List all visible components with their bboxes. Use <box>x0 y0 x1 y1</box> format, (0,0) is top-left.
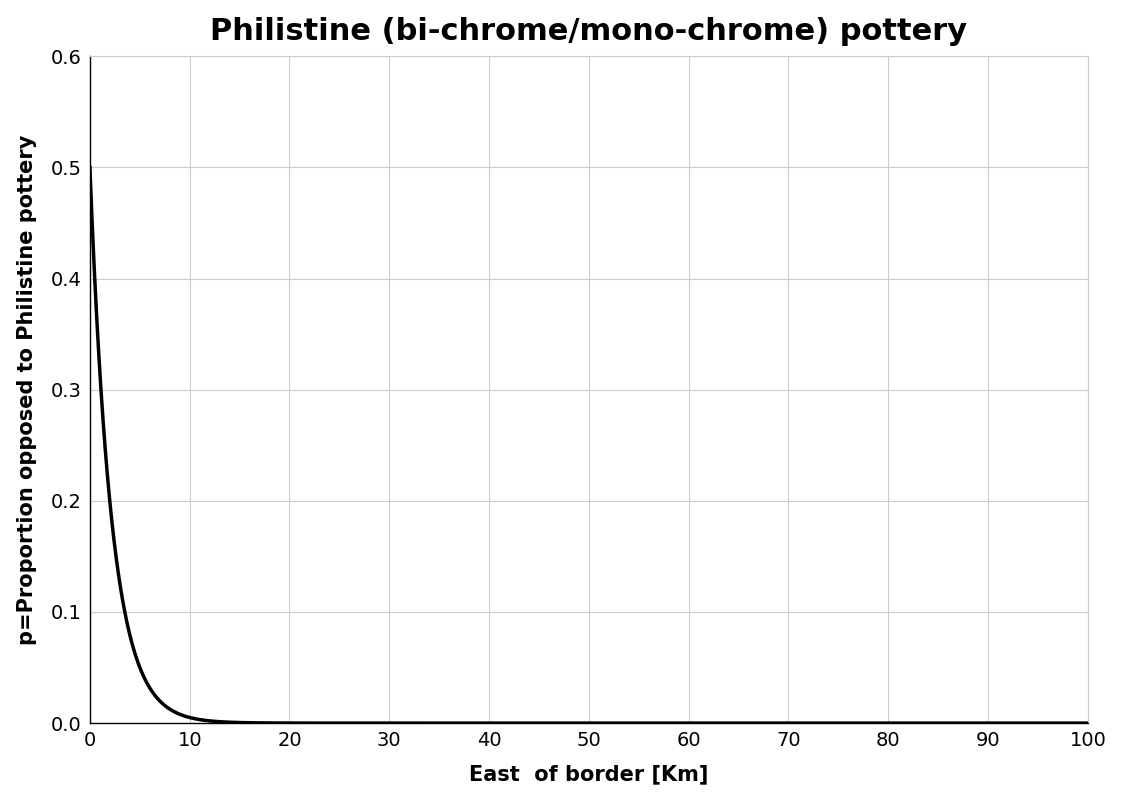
X-axis label: East  of border [Km]: East of border [Km] <box>469 764 709 784</box>
Title: Philistine (bi-chrome/mono-chrome) pottery: Philistine (bi-chrome/mono-chrome) potte… <box>210 17 967 46</box>
Y-axis label: p=Proportion opposed to Philistine pottery: p=Proportion opposed to Philistine potte… <box>17 135 37 645</box>
